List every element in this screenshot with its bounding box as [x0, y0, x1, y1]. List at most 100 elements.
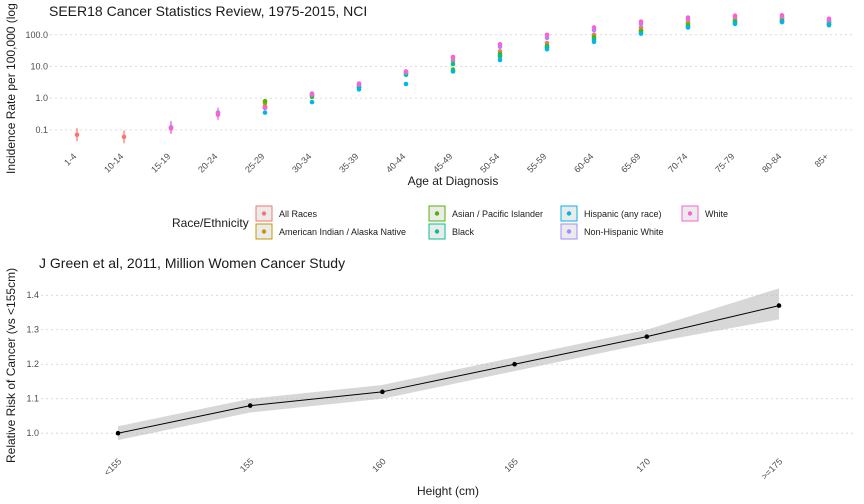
data-point-white: [826, 16, 832, 22]
legend-key-dot: [687, 211, 693, 216]
data-point-hispanic-any-race: [497, 57, 503, 63]
x-tick-label: 65-69: [619, 151, 642, 174]
x-tick-label: 60-64: [572, 151, 595, 174]
x-tick-label: 30-34: [290, 151, 313, 174]
x-tick-label: 45-49: [431, 151, 454, 174]
data-point: [247, 403, 253, 408]
x-tick-label: 155: [238, 456, 256, 474]
data-point-hispanic-any-race: [638, 31, 644, 36]
data-point-all-races: [74, 132, 80, 138]
chart1-points: [74, 13, 832, 144]
data-point-hispanic-any-race: [826, 22, 832, 27]
data-point-white: [638, 19, 644, 24]
data-point-white: [403, 69, 409, 74]
x-tick-label: 35-39: [337, 151, 360, 174]
data-point-hispanic-any-race: [732, 21, 738, 27]
legend-item-american-indian-alaska-native: American Indian / Alaska Native: [255, 223, 406, 240]
x-tick-label: 170: [635, 456, 653, 474]
legend-label: Non-Hispanic White: [584, 227, 664, 237]
data-point: [644, 334, 650, 339]
data-point-white: [168, 126, 174, 131]
x-tick-label: 75-79: [713, 151, 736, 174]
data-point-all-races: [121, 134, 127, 140]
legend-label: American Indian / Alaska Native: [279, 227, 406, 237]
data-point-asian-pacific-islander: [262, 98, 268, 104]
data-point-black: [450, 61, 456, 67]
chart-incidence: SEER18 Cancer Statistics Review, 1975-20…: [4, 3, 855, 240]
x-tick-label: 25-29: [243, 151, 266, 174]
legend-title: Race/Ethnicity: [172, 216, 249, 230]
data-point-hispanic-any-race: [450, 69, 456, 74]
chart2-title: J Green et al, 2011, Million Women Cance…: [39, 255, 345, 271]
data-point-white: [215, 112, 221, 118]
chart2-x-axis-title: Height (cm): [417, 484, 479, 498]
legend-item-all-races: All Races: [255, 205, 318, 222]
chart2-y-ticks: 1.0 1.1 1.2 1.3 1.4: [26, 290, 39, 438]
data-point: [380, 389, 385, 395]
legend-item-non-hispanic-white: Non-Hispanic White: [560, 223, 664, 240]
x-tick-label: 165: [502, 456, 520, 474]
data-point-white: [544, 32, 550, 38]
legend-key-dot: [434, 229, 440, 234]
data-point-hispanic-any-race: [262, 110, 268, 115]
data-point-hispanic-any-race: [403, 81, 409, 87]
legend-label: All Races: [279, 209, 318, 219]
chart2-y-axis-title: Relative Risk of Cancer (vs <155cm): [4, 268, 18, 463]
y-tick-label: 100.0: [25, 30, 48, 40]
x-tick-label: 55-59: [525, 151, 548, 174]
legend-label: Asian / Pacific Islander: [452, 209, 543, 219]
legend-label: Black: [452, 227, 475, 237]
legend: All Races American Indian / Alaska Native…: [255, 205, 728, 240]
data-point-white: [309, 92, 315, 97]
chart1-y-axis-title: Incidence Rate per 100,000 (log: [4, 3, 18, 174]
data-point-hispanic-any-race: [591, 39, 597, 45]
chart1-y-ticks: 0.1 1.0 10.0 100.0: [25, 30, 48, 135]
legend-key-dot: [566, 211, 572, 216]
chart1-title: SEER18 Cancer Statistics Review, 1975-20…: [49, 3, 367, 19]
x-tick-label: <155: [102, 456, 123, 477]
data-point-hispanic-any-race: [309, 99, 315, 105]
legend-item-black: Black: [428, 223, 475, 240]
legend-key-dot: [261, 211, 267, 216]
risk-line: [117, 305, 780, 434]
x-tick-label: 20-24: [196, 151, 219, 174]
x-tick-label: >=175: [759, 456, 784, 481]
chart2-x-ticks: <155 155 160 165 170 >=175: [102, 456, 784, 481]
chart2-points: [115, 303, 782, 436]
data-point-white: [732, 13, 738, 19]
legend-item-hispanic-any-race: Hispanic (any race): [560, 205, 662, 222]
chart1-x-axis-title: Age at Diagnosis: [408, 174, 499, 188]
data-point-white: [497, 42, 503, 47]
x-tick-label: 160: [370, 456, 388, 474]
legend-item-white: White: [681, 205, 728, 222]
data-point: [115, 430, 121, 436]
chart1-x-ticks: 1-4 10-14 15-19 20-24 25-29 30-34 35-39 40-44 45…: [62, 151, 830, 174]
x-tick-label: 1-4: [62, 151, 78, 167]
data-point: [512, 361, 517, 367]
legend-label: Hispanic (any race): [584, 209, 662, 219]
data-point-hispanic-any-race: [356, 87, 362, 92]
legend-key-dot: [261, 229, 267, 234]
legend-key-dot: [434, 211, 440, 216]
x-tick-label: 80-84: [760, 151, 783, 174]
x-tick-label: 70-74: [666, 151, 689, 174]
data-point-white: [591, 25, 597, 30]
legend-item-asian-pacific-islander: Asian / Pacific Islander: [428, 205, 543, 222]
x-tick-label: 15-19: [149, 151, 172, 174]
y-tick-label: 1.0: [35, 93, 48, 103]
x-tick-label: 40-44: [384, 151, 407, 174]
y-tick-label: 1.0: [26, 428, 39, 438]
legend-label: White: [705, 209, 728, 219]
y-tick-label: 1.4: [26, 290, 39, 300]
y-tick-label: 0.1: [35, 125, 48, 135]
chart2-gridlines: [41, 294, 855, 434]
data-point-white: [685, 15, 691, 20]
data-point-hispanic-any-race: [685, 25, 691, 30]
data-point-white: [262, 105, 268, 110]
x-tick-label: 85+: [813, 151, 831, 169]
data-point-white: [450, 54, 456, 60]
x-tick-label: 10-14: [102, 151, 125, 174]
y-tick-label: 1.1: [26, 394, 39, 404]
y-tick-label: 1.3: [26, 325, 39, 335]
